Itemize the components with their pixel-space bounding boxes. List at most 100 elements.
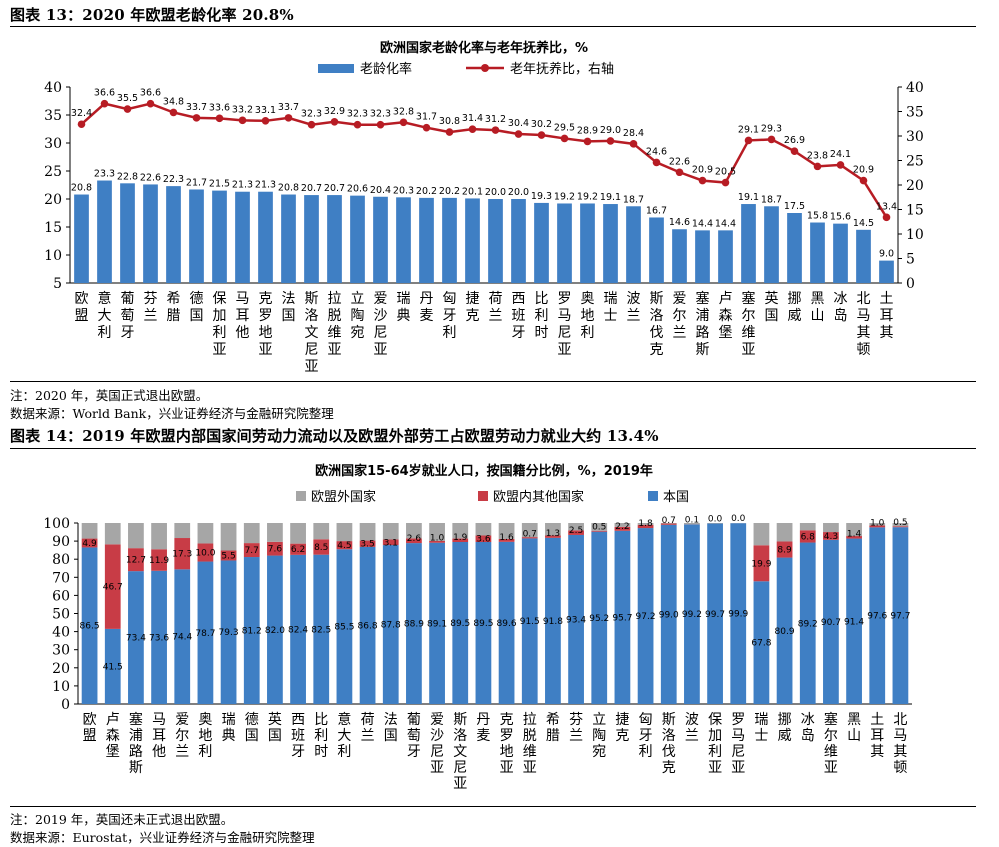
x-label-24-0: 匈 [639, 712, 653, 728]
x-label-3-1: 耳 [152, 728, 166, 744]
x-label-20-0: 比 [535, 291, 549, 307]
dependency-label: 28.4 [623, 128, 644, 139]
x-label-29-0: 塞 [742, 290, 756, 307]
aging-bar [442, 197, 457, 283]
dependency-label: 34.8 [163, 96, 184, 107]
native-value-label: 74.4 [172, 633, 192, 643]
native-bar [846, 538, 862, 704]
native-value-label: 82.0 [265, 626, 285, 636]
x-label-11-1: 大 [337, 728, 351, 744]
dependency-label: 30.8 [439, 116, 460, 127]
native-value-label: 89.6 [497, 619, 517, 629]
aging-bar [603, 204, 618, 283]
x-label-13-1: 沙 [374, 308, 388, 324]
dependency-label: 31.2 [485, 114, 506, 125]
x-label-31-1: 岛 [801, 728, 815, 744]
x-label-15-3: 亚 [430, 760, 444, 776]
dependency-label: 32.3 [347, 109, 368, 120]
x-label-23-1: 克 [615, 728, 629, 744]
dependency-point [652, 158, 661, 167]
x-label-18-3: 亚 [500, 760, 514, 776]
native-value-label: 80.9 [775, 627, 795, 637]
x-label-29-1: 士 [754, 728, 768, 744]
x-label-25-0: 斯 [662, 712, 676, 728]
native-value-label: 82.5 [311, 625, 331, 635]
native-value-label: 99.0 [659, 610, 679, 620]
x-label-8-1: 国 [268, 728, 282, 744]
x-label-13-2: 尼 [374, 325, 388, 341]
x-label-30-0: 英 [765, 290, 779, 307]
aging-bar-label: 20.2 [439, 186, 460, 197]
x-label-7-0: 马 [236, 291, 250, 307]
x-label-11-0: 拉 [328, 291, 342, 307]
x-label-17-1: 克 [466, 308, 480, 324]
native-bar [151, 570, 167, 704]
x-label-26-0: 波 [685, 712, 699, 728]
native-bar [823, 539, 839, 704]
x-label-34-2: 其 [857, 325, 871, 341]
dependency-label: 36.6 [140, 88, 161, 99]
aging-bar-label: 15.6 [830, 212, 851, 223]
x-label-3-0: 马 [152, 712, 166, 728]
native-value-label: 93.4 [566, 615, 586, 625]
x-label-22-0: 奥 [581, 290, 595, 307]
other-eu-value-label: 19.9 [751, 559, 771, 569]
dependency-label: 24.1 [830, 149, 851, 160]
x-label-6-2: 利 [213, 325, 227, 341]
aging-bar [580, 203, 595, 283]
y-tick-label: 80 [52, 552, 70, 568]
x-label-6-0: 保 [213, 291, 227, 307]
non-eu-bar [475, 523, 492, 536]
x-label-27-2: 路 [696, 325, 710, 341]
other-eu-bar [846, 536, 862, 539]
other-eu-value-label: 17.3 [172, 550, 192, 560]
left-tick-label: 10 [44, 248, 62, 264]
right-tick-label: 40 [906, 80, 924, 96]
aging-bar [856, 229, 871, 283]
non-eu-bar [614, 523, 631, 527]
non-eu-bar [846, 523, 862, 537]
x-label-33-0: 黑 [847, 712, 861, 728]
x-label-5-2: 利 [198, 744, 212, 760]
aging-bar-label: 14.4 [692, 218, 713, 229]
x-label-8-1: 罗 [259, 308, 273, 324]
x-label-28-2: 尼 [731, 744, 745, 760]
dependency-point [77, 120, 86, 129]
non-eu-bar [823, 523, 839, 533]
x-label-2-2: 牙 [121, 325, 135, 341]
x-label-35-1: 耳 [880, 308, 894, 324]
other-eu-bar [637, 524, 654, 529]
other-eu-value-label: 6.8 [801, 532, 816, 542]
other-eu-bar [290, 543, 306, 555]
other-eu-value-label: 0.0 [731, 514, 746, 524]
native-bar [475, 542, 492, 704]
x-label-18-1: 兰 [489, 308, 503, 324]
dependency-label: 22.6 [669, 156, 690, 167]
x-label-7-1: 耳 [236, 308, 250, 324]
dependency-point [169, 108, 178, 117]
native-value-label: 91.4 [844, 617, 864, 627]
aging-bar-label: 20.8 [71, 183, 92, 194]
non-eu-bar [869, 523, 886, 526]
left-tick-label: 20 [44, 192, 62, 208]
x-label-16-2: 利 [443, 325, 457, 341]
dependency-label: 29.0 [600, 125, 621, 136]
native-bar [81, 547, 98, 704]
dependency-label: 29.1 [738, 124, 759, 135]
x-label-0-0: 欧 [83, 712, 97, 728]
dependency-label: 20.9 [853, 165, 874, 176]
x-label-4-1: 尔 [175, 728, 189, 744]
x-label-34-0: 北 [857, 291, 871, 307]
x-label-4-0: 爱 [175, 712, 189, 728]
x-label-2-0: 塞 [129, 711, 143, 728]
x-label-7-2: 他 [236, 325, 250, 341]
native-value-label: 89.5 [473, 619, 493, 629]
other-eu-value-label: 0.7 [662, 516, 676, 526]
aging-bar [120, 183, 135, 283]
x-label-16-2: 文 [453, 744, 467, 760]
aging-bar-label: 19.1 [738, 192, 759, 203]
aging-bar-label: 22.8 [117, 171, 138, 182]
other-eu-bar [429, 540, 445, 543]
dependency-point [307, 120, 316, 129]
non-eu-bar [429, 523, 445, 541]
